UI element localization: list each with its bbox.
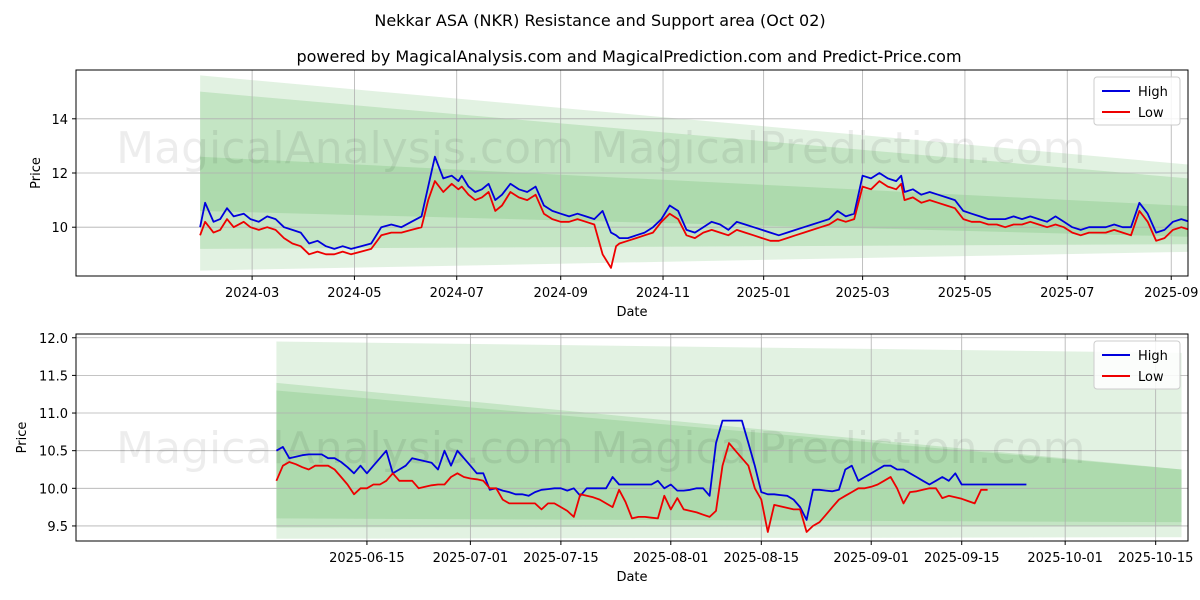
chart-title: Nekkar ASA (NKR) Resistance and Support … — [374, 11, 825, 30]
y-tick-label: 9.5 — [47, 520, 68, 535]
y-tick-label: 12.0 — [39, 332, 68, 347]
y-tick-label: 11.5 — [39, 369, 68, 384]
x-tick-label: 2025-07 — [1040, 286, 1094, 301]
x-tick-label: 2024-07 — [430, 286, 484, 301]
watermark-analysis: MagicalAnalysis.com — [116, 423, 574, 474]
y-tick-label: 10.5 — [39, 445, 68, 460]
y-tick-label: 10 — [51, 221, 68, 236]
x-tick-label: 2025-08-15 — [724, 551, 800, 566]
x-axis-label: Date — [616, 305, 647, 320]
legend: High Low — [1093, 76, 1181, 126]
legend-label-low: Low — [1138, 370, 1164, 385]
series-lines — [275, 419, 1027, 533]
x-tick-label: 2025-09 — [1144, 286, 1198, 301]
series-low-line — [275, 442, 988, 533]
x-tick-label: 2025-09-15 — [924, 551, 1000, 566]
band-0 — [276, 341, 1182, 539]
axis-ticks: 2024-03 2024-05 2024-07 2024-09 2024-11 2025-… — [51, 113, 1198, 301]
x-tick-label: 2025-01 — [736, 286, 790, 301]
gridlines — [76, 334, 1188, 541]
y-axis-label: Price — [15, 422, 30, 454]
watermarks: MagicalAnalysis.com MagicalPrediction.com — [116, 423, 1085, 474]
x-tick-label: 2024-11 — [636, 286, 690, 301]
y-tick-label: 10.0 — [39, 482, 68, 497]
series-low-line — [199, 180, 1188, 269]
y-tick-label: 14 — [51, 113, 68, 128]
y-tick-label: 11.0 — [39, 407, 68, 422]
x-tick-label: 2025-07-15 — [523, 551, 599, 566]
plot-frame — [75, 333, 1189, 542]
y-tick-label: 12 — [51, 167, 68, 182]
x-tick-label: 2025-07-01 — [433, 551, 509, 566]
series-high-line — [275, 419, 1027, 521]
legend-label-low: Low — [1138, 106, 1164, 121]
x-tick-label: 2025-09-01 — [833, 551, 909, 566]
x-tick-label: 2024-03 — [225, 286, 279, 301]
x-tick-label: 2025-05 — [938, 286, 992, 301]
chart-subtitle: powered by MagicalAnalysis.com and Magic… — [296, 47, 961, 66]
band-1 — [200, 91, 1188, 249]
x-axis-label: Date — [616, 570, 647, 585]
x-tick-label: 2025-08-01 — [633, 551, 709, 566]
legend-label-high: High — [1138, 85, 1168, 100]
x-tick-label: 2025-03 — [835, 286, 889, 301]
watermarks: MagicalAnalysis.com MagicalPrediction.com — [116, 123, 1085, 174]
y-axis-label: Price — [29, 157, 44, 189]
legend-label-high: High — [1138, 349, 1168, 364]
watermark-prediction: MagicalPrediction.com — [591, 123, 1086, 174]
x-tick-label: 2025-10-15 — [1118, 551, 1194, 566]
bottom-chart-panel: MagicalAnalysis.com MagicalPrediction.com… — [15, 332, 1193, 585]
series-lines — [199, 155, 1188, 269]
band-2 — [276, 390, 1182, 523]
support-resistance-bands — [276, 341, 1182, 539]
x-tick-label: 2024-09 — [534, 286, 588, 301]
legend: High Low — [1093, 340, 1181, 390]
watermark-analysis: MagicalAnalysis.com — [116, 123, 574, 174]
axis-ticks: 2025-06-15 2025-07-01 2025-07-15 2025-08-01… — [39, 332, 1193, 566]
x-tick-label: 2025-10-01 — [1027, 551, 1103, 566]
x-tick-label: 2024-05 — [327, 286, 381, 301]
top-chart-panel: MagicalAnalysis.com MagicalPrediction.com… — [29, 69, 1198, 320]
series-high-line — [199, 155, 1188, 250]
watermark-prediction: MagicalPrediction.com — [591, 423, 1086, 474]
x-tick-label: 2025-06-15 — [329, 551, 405, 566]
